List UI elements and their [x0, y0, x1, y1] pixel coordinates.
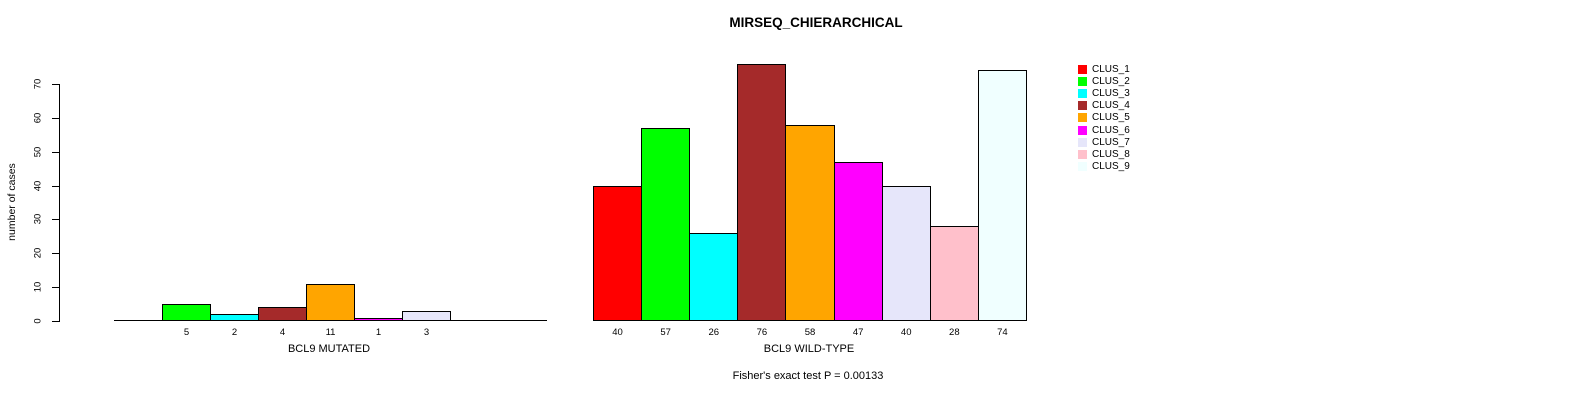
legend-swatch — [1078, 88, 1087, 98]
y-tick-label: 10 — [32, 281, 44, 293]
legend-row: CLUS_6 — [1078, 124, 1130, 136]
legend-row: CLUS_1 — [1078, 63, 1130, 75]
legend-label: CLUS_9 — [1092, 161, 1130, 173]
bar-value-label: 47 — [852, 327, 864, 338]
chart-title: MIRSEQ_CHIERARCHICAL — [729, 15, 903, 30]
legend-row: CLUS_2 — [1078, 75, 1130, 87]
bar-value-label: 11 — [325, 327, 336, 338]
y-tick — [52, 219, 59, 221]
legend-swatch — [1078, 64, 1087, 74]
legend: CLUS_1 CLUS_2 CLUS_3 CLUS_4 CLUS_5 CLUS_6 CLUS… — [1078, 63, 1130, 173]
bar — [593, 185, 643, 321]
legend-row: CLUS_8 — [1078, 148, 1130, 160]
y-tick-label: 0 — [32, 318, 44, 324]
y-tick — [52, 185, 59, 187]
bar — [977, 70, 1027, 321]
fisher-test-caption: Fisher's exact test P = 0.00133 — [732, 370, 884, 382]
bar — [929, 226, 979, 321]
zero-bar-line — [114, 320, 163, 321]
zero-bar-line — [450, 320, 499, 321]
bar-value-label: 76 — [756, 327, 768, 338]
bar-value-label: 2 — [231, 327, 238, 338]
bar-value-label: 5 — [183, 327, 190, 338]
bar-value-label: 3 — [423, 327, 430, 338]
legend-row: CLUS_3 — [1078, 87, 1130, 99]
legend-swatch — [1078, 101, 1087, 111]
x-axis-label-wildtype: BCL9 WILD-TYPE — [763, 343, 855, 355]
bar — [402, 310, 451, 321]
legend-row: CLUS_4 — [1078, 100, 1130, 112]
bar-value-label: 4 — [279, 327, 286, 338]
bar-value-label: 74 — [997, 327, 1008, 338]
y-tick — [52, 253, 59, 255]
legend-label: CLUS_4 — [1092, 100, 1130, 112]
y-tick-label: 50 — [32, 146, 44, 157]
legend-label: CLUS_2 — [1092, 75, 1130, 87]
y-tick — [52, 321, 59, 322]
bar — [162, 304, 211, 321]
legend-label: CLUS_5 — [1092, 112, 1130, 124]
legend-row: CLUS_5 — [1078, 112, 1130, 124]
bar — [258, 307, 307, 321]
y-tick — [52, 287, 59, 289]
bar — [210, 314, 259, 321]
bar-value-label: 40 — [900, 327, 912, 338]
bar — [641, 128, 691, 321]
bar-value-label: 28 — [949, 327, 960, 338]
bar — [689, 232, 739, 321]
bar-value-label: 57 — [660, 327, 671, 338]
bar — [785, 124, 835, 321]
legend-label: CLUS_7 — [1092, 136, 1130, 148]
bar — [354, 317, 403, 321]
legend-swatch — [1078, 149, 1087, 159]
legend-swatch — [1078, 162, 1087, 172]
y-tick — [52, 84, 59, 85]
bar-value-label: 26 — [708, 327, 720, 338]
y-axis-line — [59, 84, 60, 322]
bar — [833, 161, 883, 321]
legend-row: CLUS_7 — [1078, 136, 1130, 148]
y-axis-label: number of cases — [6, 163, 18, 241]
bar-value-label: 1 — [375, 327, 382, 338]
bar — [737, 63, 787, 321]
legend-row: CLUS_9 — [1078, 161, 1130, 173]
x-axis-label-mutated: BCL9 MUTATED — [287, 343, 371, 355]
y-tick-label: 40 — [32, 180, 44, 191]
bar-value-label: 58 — [804, 327, 816, 338]
legend-swatch — [1078, 76, 1087, 86]
y-tick-label: 20 — [32, 247, 44, 259]
bar-value-label: 40 — [612, 327, 623, 338]
legend-swatch — [1078, 113, 1087, 123]
legend-swatch — [1078, 125, 1087, 135]
zero-bar-line — [498, 320, 547, 321]
bar — [306, 283, 355, 321]
legend-label: CLUS_3 — [1092, 87, 1130, 99]
y-tick-label: 30 — [32, 214, 44, 225]
legend-swatch — [1078, 137, 1087, 147]
y-tick — [52, 117, 59, 119]
y-tick — [52, 151, 59, 153]
legend-label: CLUS_6 — [1092, 124, 1130, 136]
bar — [881, 185, 931, 321]
legend-label: CLUS_1 — [1092, 63, 1130, 75]
y-tick-label: 70 — [32, 78, 44, 90]
y-tick-label: 60 — [32, 112, 44, 124]
legend-label: CLUS_8 — [1092, 148, 1130, 160]
